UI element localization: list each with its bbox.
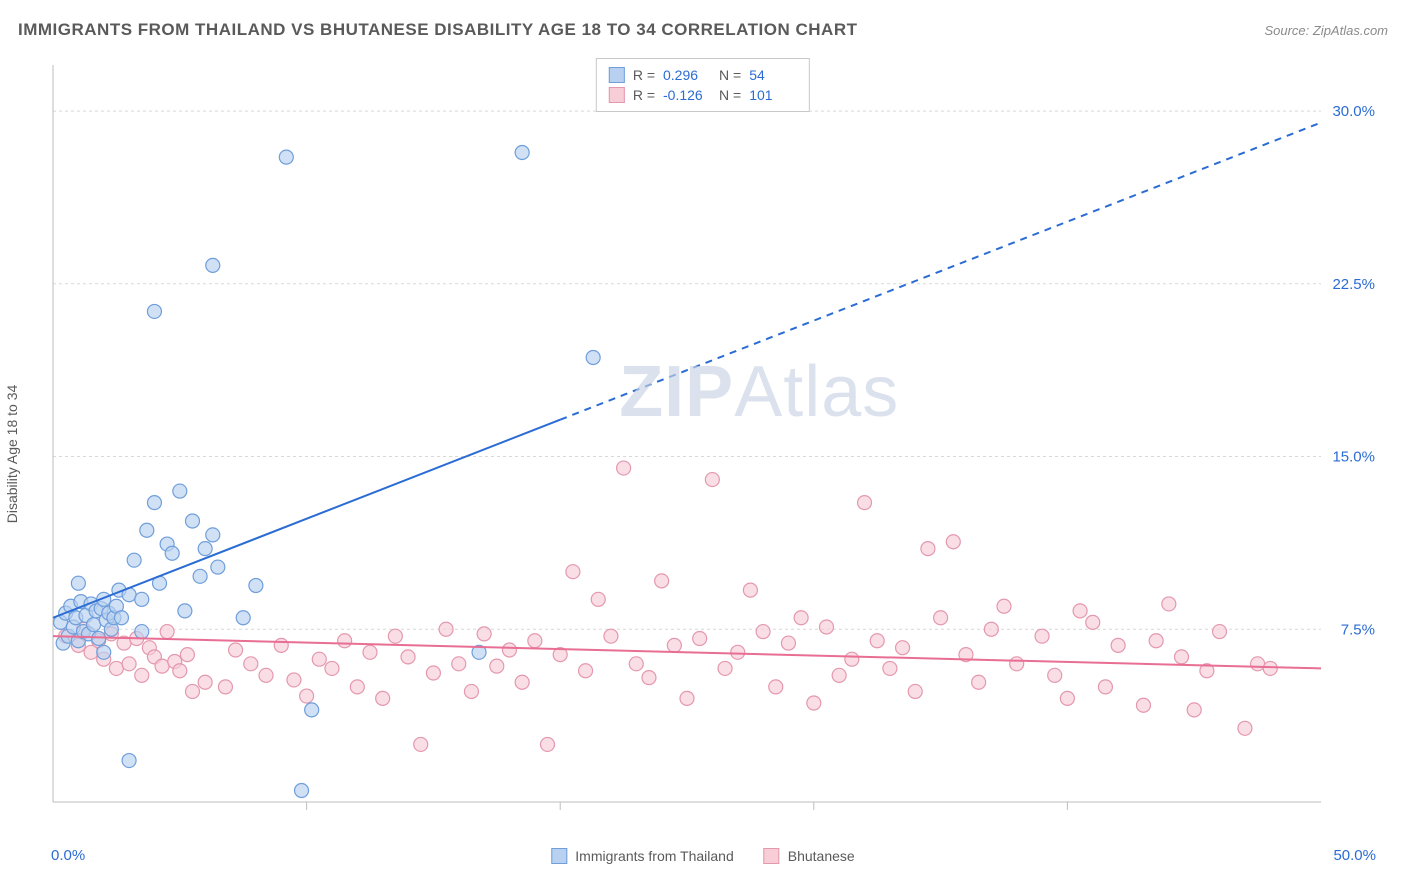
plot-area: 7.5% 15.0% 22.5% 30.0% — [45, 55, 1381, 832]
swatch-thailand — [551, 848, 567, 864]
y-tick-label: 22.5% — [1332, 276, 1375, 293]
n-value-bhutanese: 101 — [749, 87, 797, 103]
x-axis-end-label: 50.0% — [1333, 847, 1376, 864]
legend-item-thailand: Immigrants from Thailand — [551, 848, 733, 864]
correlation-legend: R = 0.296 N = 54 R = -0.126 N = 101 — [596, 58, 810, 112]
y-tick-label: 7.5% — [1341, 621, 1375, 638]
y-tick-label: 15.0% — [1332, 449, 1375, 466]
n-label: N = — [719, 67, 741, 83]
swatch-thailand — [609, 67, 625, 83]
r-value-thailand: 0.296 — [663, 67, 711, 83]
legend-label: Immigrants from Thailand — [575, 848, 733, 864]
legend-row-bhutanese: R = -0.126 N = 101 — [609, 85, 797, 105]
legend-item-bhutanese: Bhutanese — [764, 848, 855, 864]
n-label: N = — [719, 87, 741, 103]
y-tick-label: 30.0% — [1332, 103, 1375, 120]
swatch-bhutanese — [609, 87, 625, 103]
y-axis-label: Disability Age 18 to 34 — [4, 385, 20, 524]
series-legend: Immigrants from Thailand Bhutanese — [551, 848, 854, 864]
legend-label: Bhutanese — [788, 848, 855, 864]
source-attribution: Source: ZipAtlas.com — [1264, 23, 1388, 38]
legend-row-thailand: R = 0.296 N = 54 — [609, 65, 797, 85]
scatter-chart: 7.5% 15.0% 22.5% 30.0% — [45, 55, 1381, 832]
r-label: R = — [633, 87, 655, 103]
swatch-bhutanese — [764, 848, 780, 864]
n-value-thailand: 54 — [749, 67, 797, 83]
chart-title: IMMIGRANTS FROM THAILAND VS BHUTANESE DI… — [18, 20, 857, 40]
r-value-bhutanese: -0.126 — [663, 87, 711, 103]
x-axis-start-label: 0.0% — [51, 847, 85, 864]
r-label: R = — [633, 67, 655, 83]
